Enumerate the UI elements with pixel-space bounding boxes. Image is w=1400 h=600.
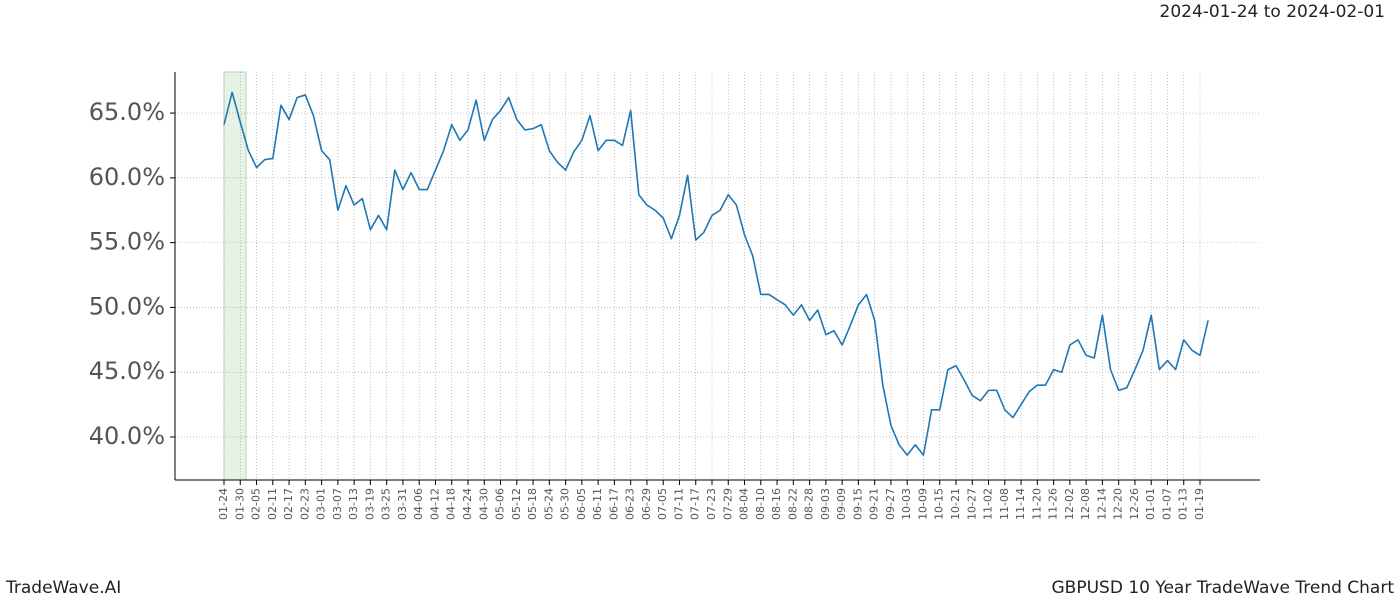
y-tick-label: 50.0%: [89, 292, 165, 320]
x-tick-label: 07-05: [656, 488, 669, 520]
x-tick-label: 08-28: [803, 488, 816, 520]
x-tick-label: 04-30: [477, 488, 490, 520]
x-tick-label: 11-08: [998, 488, 1011, 520]
x-tick-label: 08-10: [754, 488, 767, 520]
x-tick-label: 09-15: [851, 488, 864, 520]
x-tick-label: 12-02: [1063, 488, 1076, 520]
x-tick-label: 05-12: [510, 488, 523, 520]
x-tick-label: 01-30: [233, 488, 246, 520]
x-tick-label: 05-18: [526, 488, 539, 520]
trend-line: [223, 91, 1209, 456]
x-tick-label: 08-22: [786, 488, 799, 520]
x-tick-label: 01-19: [1193, 488, 1206, 520]
x-tick-label: 12-14: [1095, 488, 1108, 520]
x-tick-label: 10-03: [900, 488, 913, 520]
x-tick-label: 07-23: [705, 488, 718, 520]
x-tick-label: 05-06: [494, 488, 507, 520]
x-tick-label: 04-12: [428, 488, 441, 520]
y-tick-label: 40.0%: [89, 422, 165, 450]
x-tick-label: 05-30: [559, 488, 572, 520]
x-tick-label: 06-23: [624, 488, 637, 520]
x-tick-label: 04-06: [412, 488, 425, 520]
x-tick-label: 12-08: [1079, 488, 1092, 520]
x-tick-label: 10-27: [965, 488, 978, 520]
x-tick-label: 09-21: [868, 488, 881, 520]
x-tick-label: 09-27: [884, 488, 897, 520]
x-tick-label: 02-23: [298, 488, 311, 520]
x-tick-label: 02-05: [250, 488, 263, 520]
x-tick-label: 03-13: [347, 488, 360, 520]
x-tick-label: 09-03: [819, 488, 832, 520]
plot: [223, 91, 1209, 456]
y-tick-label: 60.0%: [89, 163, 165, 191]
x-tick-label: 02-17: [282, 488, 295, 520]
x-tick-label: 01-01: [1144, 488, 1157, 520]
x-tick-label: 07-17: [689, 488, 702, 520]
y-tick-label: 55.0%: [89, 228, 165, 256]
x-tick-label: 04-18: [445, 488, 458, 520]
x-tick-label: 03-01: [315, 488, 328, 520]
x-tick-label: 01-07: [1160, 488, 1173, 520]
x-tick-label: 03-07: [331, 488, 344, 520]
x-tick-label: 09-09: [835, 488, 848, 520]
chart-title: GBPUSD 10 Year TradeWave Trend Chart: [1052, 578, 1395, 598]
x-tick-label: 06-29: [640, 488, 653, 520]
date-range: 2024-01-24 to 2024-02-01: [1160, 2, 1385, 22]
x-tick-label: 06-17: [607, 488, 620, 520]
x-tick-label: 06-05: [575, 488, 588, 520]
x-tick-label: 05-24: [542, 488, 555, 520]
x-tick-label: 06-11: [591, 488, 604, 520]
x-tick-label: 11-02: [982, 488, 995, 520]
x-tick-label: 11-26: [1047, 488, 1060, 520]
x-tick-label: 01-24: [217, 488, 230, 520]
y-tick-label: 45.0%: [89, 357, 165, 385]
x-tick-label: 03-31: [396, 488, 409, 520]
x-tick-label: 12-26: [1128, 488, 1141, 520]
brand: TradeWave.AI: [5, 578, 121, 598]
x-tick-label: 08-04: [738, 488, 751, 520]
x-tick-label: 08-16: [770, 488, 783, 520]
x-tick-label: 10-15: [933, 488, 946, 520]
x-tick-label: 02-11: [266, 488, 279, 520]
x-tick-label: 07-11: [672, 488, 685, 520]
x-tick-label: 10-09: [916, 488, 929, 520]
x-tick-label: 11-20: [1030, 488, 1043, 520]
x-tick-label: 07-29: [721, 488, 734, 520]
x-tick-label: 03-25: [380, 488, 393, 520]
x-tick-label: 01-13: [1177, 488, 1190, 520]
grid: [175, 72, 1260, 480]
x-tick-label: 03-19: [363, 488, 376, 520]
y-tick-label: 65.0%: [89, 98, 165, 126]
x-tick-label: 04-24: [461, 488, 474, 520]
x-tick-label: 11-14: [1014, 488, 1027, 520]
x-tick-label: 12-20: [1112, 488, 1125, 520]
x-tick-label: 10-21: [949, 488, 962, 520]
